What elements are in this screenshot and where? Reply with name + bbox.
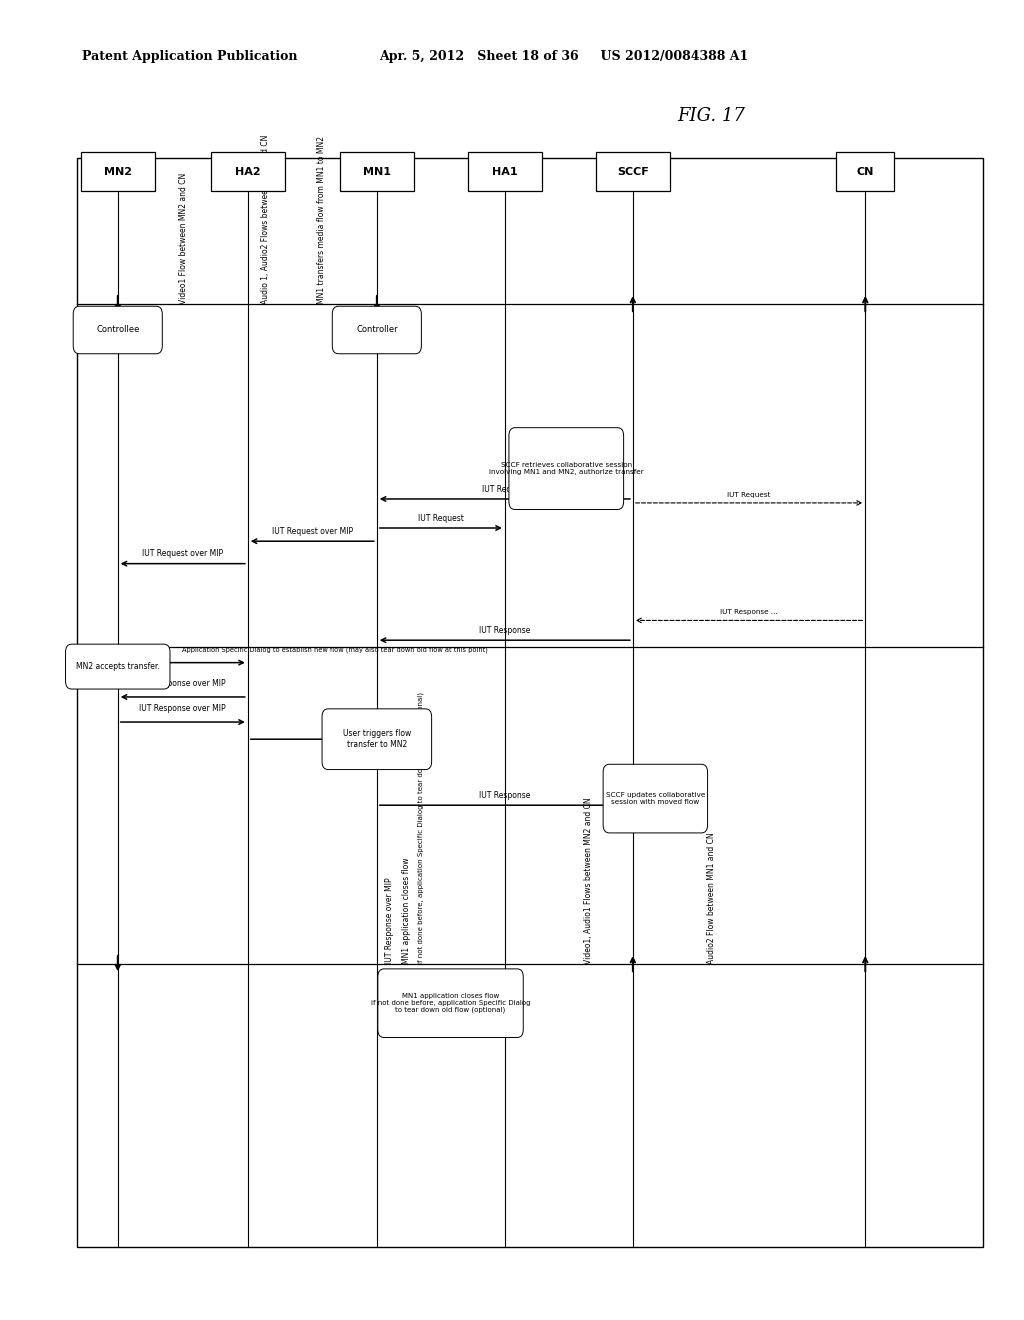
Text: Patent Application Publication: Patent Application Publication — [82, 50, 297, 63]
Text: MN1 application closes flow
if not done before, application Specific Dialog
to t: MN1 application closes flow if not done … — [371, 993, 530, 1014]
Text: Video1, Audio1 Flows between MN2 and CN: Video1, Audio1 Flows between MN2 and CN — [584, 797, 593, 964]
Bar — [77, 158, 983, 1247]
FancyBboxPatch shape — [66, 644, 170, 689]
FancyBboxPatch shape — [74, 306, 162, 354]
Text: MN1 application closes flow: MN1 application closes flow — [402, 857, 412, 964]
Text: Application Specific Dialog to establish new flow (may also tear down old flow a: Application Specific Dialog to establish… — [182, 647, 488, 653]
FancyBboxPatch shape — [322, 709, 432, 770]
Text: IUT Response ...: IUT Response ... — [720, 609, 778, 615]
Text: Video1 Flow between MN2 and CN: Video1 Flow between MN2 and CN — [179, 173, 188, 304]
Text: CN: CN — [857, 166, 873, 177]
Text: Controller: Controller — [356, 326, 397, 334]
FancyBboxPatch shape — [81, 152, 155, 191]
FancyBboxPatch shape — [596, 152, 670, 191]
Text: if not done before, application Specific Dialog to tear down old flow (optional): if not done before, application Specific… — [418, 692, 424, 964]
FancyBboxPatch shape — [603, 764, 708, 833]
FancyBboxPatch shape — [332, 306, 422, 354]
Text: SCCF updates collaborative
session with moved flow: SCCF updates collaborative session with … — [605, 792, 706, 805]
Text: IUT Response over MIP: IUT Response over MIP — [139, 704, 226, 713]
Text: IUT Request over MIP: IUT Request over MIP — [142, 549, 223, 558]
FancyBboxPatch shape — [211, 152, 285, 191]
FancyBboxPatch shape — [836, 152, 895, 191]
Text: IUT Response: IUT Response — [479, 626, 530, 635]
Text: SCCF: SCCF — [616, 166, 649, 177]
Text: SCCF retrieves collaborative session
involving MN1 and MN2, authorize transfer: SCCF retrieves collaborative session inv… — [488, 462, 644, 475]
Text: IUT Request: IUT Request — [418, 513, 464, 523]
Text: HA2: HA2 — [234, 166, 261, 177]
Text: User triggers flow
transfer to MN2: User triggers flow transfer to MN2 — [343, 730, 411, 748]
FancyBboxPatch shape — [340, 152, 414, 191]
Text: MN1: MN1 — [362, 166, 391, 177]
Text: Controllee: Controllee — [96, 326, 139, 334]
Text: Audio2 Flow between MN1 and CN: Audio2 Flow between MN1 and CN — [707, 832, 716, 964]
Text: MN2: MN2 — [103, 166, 132, 177]
Text: FIG. 17: FIG. 17 — [678, 107, 745, 125]
FancyBboxPatch shape — [468, 152, 542, 191]
FancyBboxPatch shape — [509, 428, 624, 510]
Text: IUT Response: IUT Response — [479, 791, 530, 800]
Text: HA1: HA1 — [492, 166, 518, 177]
Text: IUT Request: IUT Request — [727, 491, 771, 498]
Text: IUT Request: IUT Request — [482, 484, 527, 494]
Text: IUT Request over MIP: IUT Request over MIP — [271, 527, 353, 536]
Text: IUT Response over MIP: IUT Response over MIP — [385, 876, 394, 964]
FancyBboxPatch shape — [378, 969, 523, 1038]
Text: MN1 transfers media flow from MN1 to MN2: MN1 transfers media flow from MN1 to MN2 — [317, 136, 327, 304]
Text: MN2 accepts transfer.: MN2 accepts transfer. — [76, 663, 160, 671]
Text: Audio 1, Audio2 Flows between MN1 and CN: Audio 1, Audio2 Flows between MN1 and CN — [261, 135, 270, 304]
Text: Apr. 5, 2012   Sheet 18 of 36     US 2012/0084388 A1: Apr. 5, 2012 Sheet 18 of 36 US 2012/0084… — [379, 50, 749, 63]
Text: IUT Response over MIP: IUT Response over MIP — [139, 678, 226, 688]
